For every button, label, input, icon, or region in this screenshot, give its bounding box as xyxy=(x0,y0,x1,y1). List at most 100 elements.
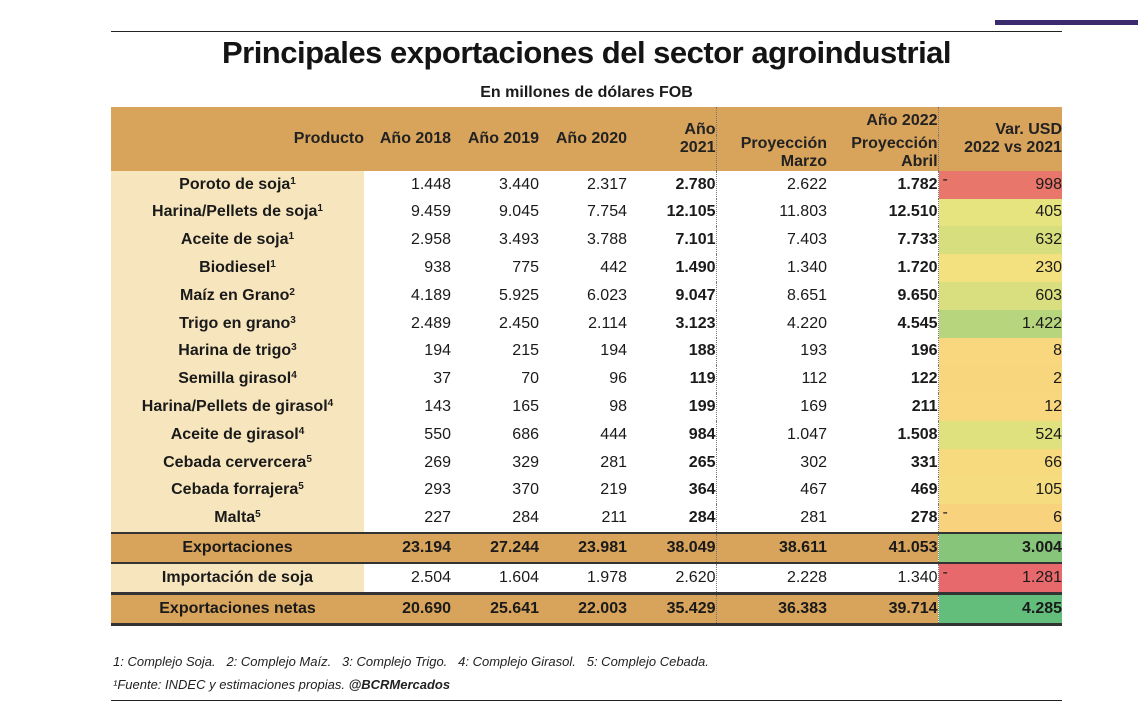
value-variation: 603 xyxy=(937,281,1063,310)
value-variation: 12 xyxy=(937,393,1063,421)
product-name: Trigo en grano3 xyxy=(111,309,364,338)
value-2018: 1.448 xyxy=(410,175,451,193)
value-proy-abril: 9.650 xyxy=(897,286,938,304)
product-name: Exportaciones xyxy=(111,532,364,564)
value-variation: 405 xyxy=(937,198,1063,227)
product-name: Cebada cervercera5 xyxy=(111,448,364,477)
product-name: Aceite de soja1 xyxy=(111,226,364,255)
header-row-bottom: Proyección Marzo Proyección Abril xyxy=(111,134,1062,171)
value-proy-marzo: 1.340 xyxy=(786,259,827,277)
product-label: Cebada forrajera xyxy=(171,481,299,499)
page-title: Principales exportaciones del sector agr… xyxy=(221,35,952,70)
value-variation: -6 xyxy=(937,504,1063,534)
product-label: Trigo en grano xyxy=(179,314,291,332)
value-proy-abril: 278 xyxy=(910,509,938,527)
value-2020: 2.114 xyxy=(588,314,627,332)
value-proy-marzo: 467 xyxy=(800,481,827,499)
value-2019: 3.440 xyxy=(498,175,539,193)
value-2019: 5.925 xyxy=(498,286,539,304)
value-variation: 632 xyxy=(937,226,1063,255)
header-2018: Año 2018 xyxy=(364,107,451,171)
value-proy-abril: 1.340 xyxy=(827,562,939,594)
footnote-marker: 4 xyxy=(291,370,297,382)
footnote-marker: 3 xyxy=(291,342,297,354)
variation-amount: 105 xyxy=(1035,481,1063,499)
value-proy-marzo: 8.651 xyxy=(786,286,827,304)
table-row: Exportaciones 23.194 27.244 23.981 38.049 38.… xyxy=(111,532,1063,564)
exports-table: Producto Año 2018 Año 2019 Año 2020 Año … xyxy=(111,107,1063,626)
value-proy-marzo: 2.228 xyxy=(716,562,827,594)
table-row: Cebada forrajera5 293 370 219 364 467 469 105 xyxy=(111,476,1063,505)
variation-amount: 3.004 xyxy=(1021,539,1063,557)
value-2021: 984 xyxy=(627,420,717,449)
value-2020: 96 xyxy=(609,370,627,388)
product-name: Poroto de soja1 xyxy=(111,170,364,199)
table-row: Exportaciones netas 20.690 25.641 22.003 35.… xyxy=(111,591,1063,626)
footnote-marker: 5 xyxy=(306,453,312,465)
value-2021: 364 xyxy=(627,476,717,505)
value-2021: 7.101 xyxy=(627,226,717,255)
value-2021: 35.429 xyxy=(627,591,717,626)
footnote-marker: 1 xyxy=(290,175,296,187)
value-proy-abril: 4.545 xyxy=(897,314,938,332)
value-2019: 329 xyxy=(512,453,539,471)
value-2018: 4.189 xyxy=(410,286,451,304)
value-2021: 199 xyxy=(627,393,717,421)
value-2020: 6.023 xyxy=(586,286,627,304)
product-label: Semilla girasol xyxy=(178,370,292,388)
product-name: Biodiesel1 xyxy=(111,254,364,282)
value-2018: 23.194 xyxy=(364,532,451,564)
variation-amount: 998 xyxy=(1035,175,1063,193)
product-name: Malta5 xyxy=(111,504,364,534)
product-label: Aceite de girasol xyxy=(170,425,299,443)
value-2020: 281 xyxy=(600,453,627,471)
value-proy-marzo: 1.047 xyxy=(786,425,827,443)
value-2021: 12.105 xyxy=(627,198,717,227)
value-2021: 9.047 xyxy=(627,281,717,310)
table-body: Poroto de soja1 1.448 3.440 2.317 2.780 2.622… xyxy=(111,170,1063,626)
value-2018: 2.958 xyxy=(410,231,451,249)
value-proy-abril: 12.510 xyxy=(888,203,938,221)
footnotes: 1: Complejo Soja. 2: Complejo Maíz. 3: C… xyxy=(113,654,709,669)
value-2020: 23.981 xyxy=(539,532,627,564)
product-name: Harina/Pellets de soja1 xyxy=(111,198,364,227)
value-2021: 2.620 xyxy=(627,562,717,594)
value-proy-marzo: 169 xyxy=(800,398,827,416)
value-proy-marzo: 2.622 xyxy=(786,175,827,193)
value-proy-marzo: 7.403 xyxy=(786,231,827,249)
value-proy-abril: 469 xyxy=(910,481,938,499)
value-2020: 3.788 xyxy=(586,231,627,249)
value-2020: 211 xyxy=(601,509,627,527)
product-name: Exportaciones netas xyxy=(111,591,364,626)
value-2019: 165 xyxy=(512,398,539,416)
value-2018: 293 xyxy=(424,481,451,499)
header-2022: Año 2022 xyxy=(716,107,939,135)
variation-amount: 6 xyxy=(1053,509,1063,527)
header-proy-abril: Proyección Abril xyxy=(827,134,939,171)
value-2018: 143 xyxy=(424,398,451,416)
header-var-line1: Var. USD xyxy=(995,120,1063,138)
header-var-line2: 2022 vs 2021 xyxy=(964,138,1063,156)
value-variation: 105 xyxy=(937,476,1063,505)
variation-amount: 524 xyxy=(1035,425,1063,443)
value-proy-marzo: 281 xyxy=(800,509,827,527)
product-label: Harina de trigo xyxy=(178,342,292,360)
product-label: Cebada cervercera xyxy=(163,453,307,471)
value-2019: 1.604 xyxy=(451,562,539,594)
table-row: Biodiesel1 938 775 442 1.490 1.340 1.720 230 xyxy=(111,254,1063,282)
value-2018: 20.690 xyxy=(364,591,451,626)
product-label: Importación de soja xyxy=(161,568,314,586)
table-row: Aceite de girasol4 550 686 444 984 1.047 1.508… xyxy=(111,420,1063,449)
value-2019: 775 xyxy=(512,259,539,277)
product-name: Cebada forrajera5 xyxy=(111,476,364,505)
product-name: Aceite de girasol4 xyxy=(111,420,364,449)
variation-amount: 4.285 xyxy=(1021,599,1063,617)
value-variation: 3.004 xyxy=(937,532,1063,564)
value-variation: 1.422 xyxy=(937,309,1063,338)
header-2021: Año 2021 xyxy=(627,107,717,171)
value-2021: 119 xyxy=(627,365,717,394)
bottom-rule xyxy=(111,700,1062,701)
value-proy-abril: 1.720 xyxy=(897,259,938,277)
value-2019: 70 xyxy=(521,370,539,388)
header-abril-line1: Proyección xyxy=(851,134,938,152)
